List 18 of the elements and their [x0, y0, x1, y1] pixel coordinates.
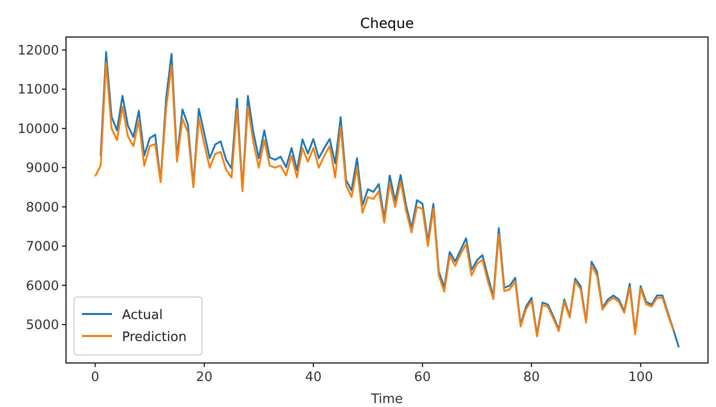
y-tick-label: 7000 [26, 240, 59, 255]
x-tick-label: 40 [305, 370, 322, 385]
x-tick-label: 100 [628, 370, 654, 385]
x-tick-label: 60 [414, 370, 431, 385]
y-tick-label: 6000 [26, 278, 59, 294]
x-axis-title: Time [370, 392, 403, 407]
legend-label: Actual [122, 308, 163, 323]
y-tick-label: 9000 [26, 161, 59, 176]
x-tick-label: 20 [196, 370, 213, 385]
y-tick-label: 10000 [18, 122, 59, 137]
x-tick-label: 80 [523, 370, 540, 385]
legend-label: Prediction [122, 330, 187, 345]
y-tick-label: 5000 [26, 318, 59, 334]
x-tick-label: 0 [91, 370, 100, 385]
y-tick-label: 8000 [26, 200, 59, 216]
y-tick-label: 11000 [18, 82, 59, 98]
chart-title: Cheque [360, 16, 414, 32]
y-tick-label: 12000 [18, 43, 59, 58]
